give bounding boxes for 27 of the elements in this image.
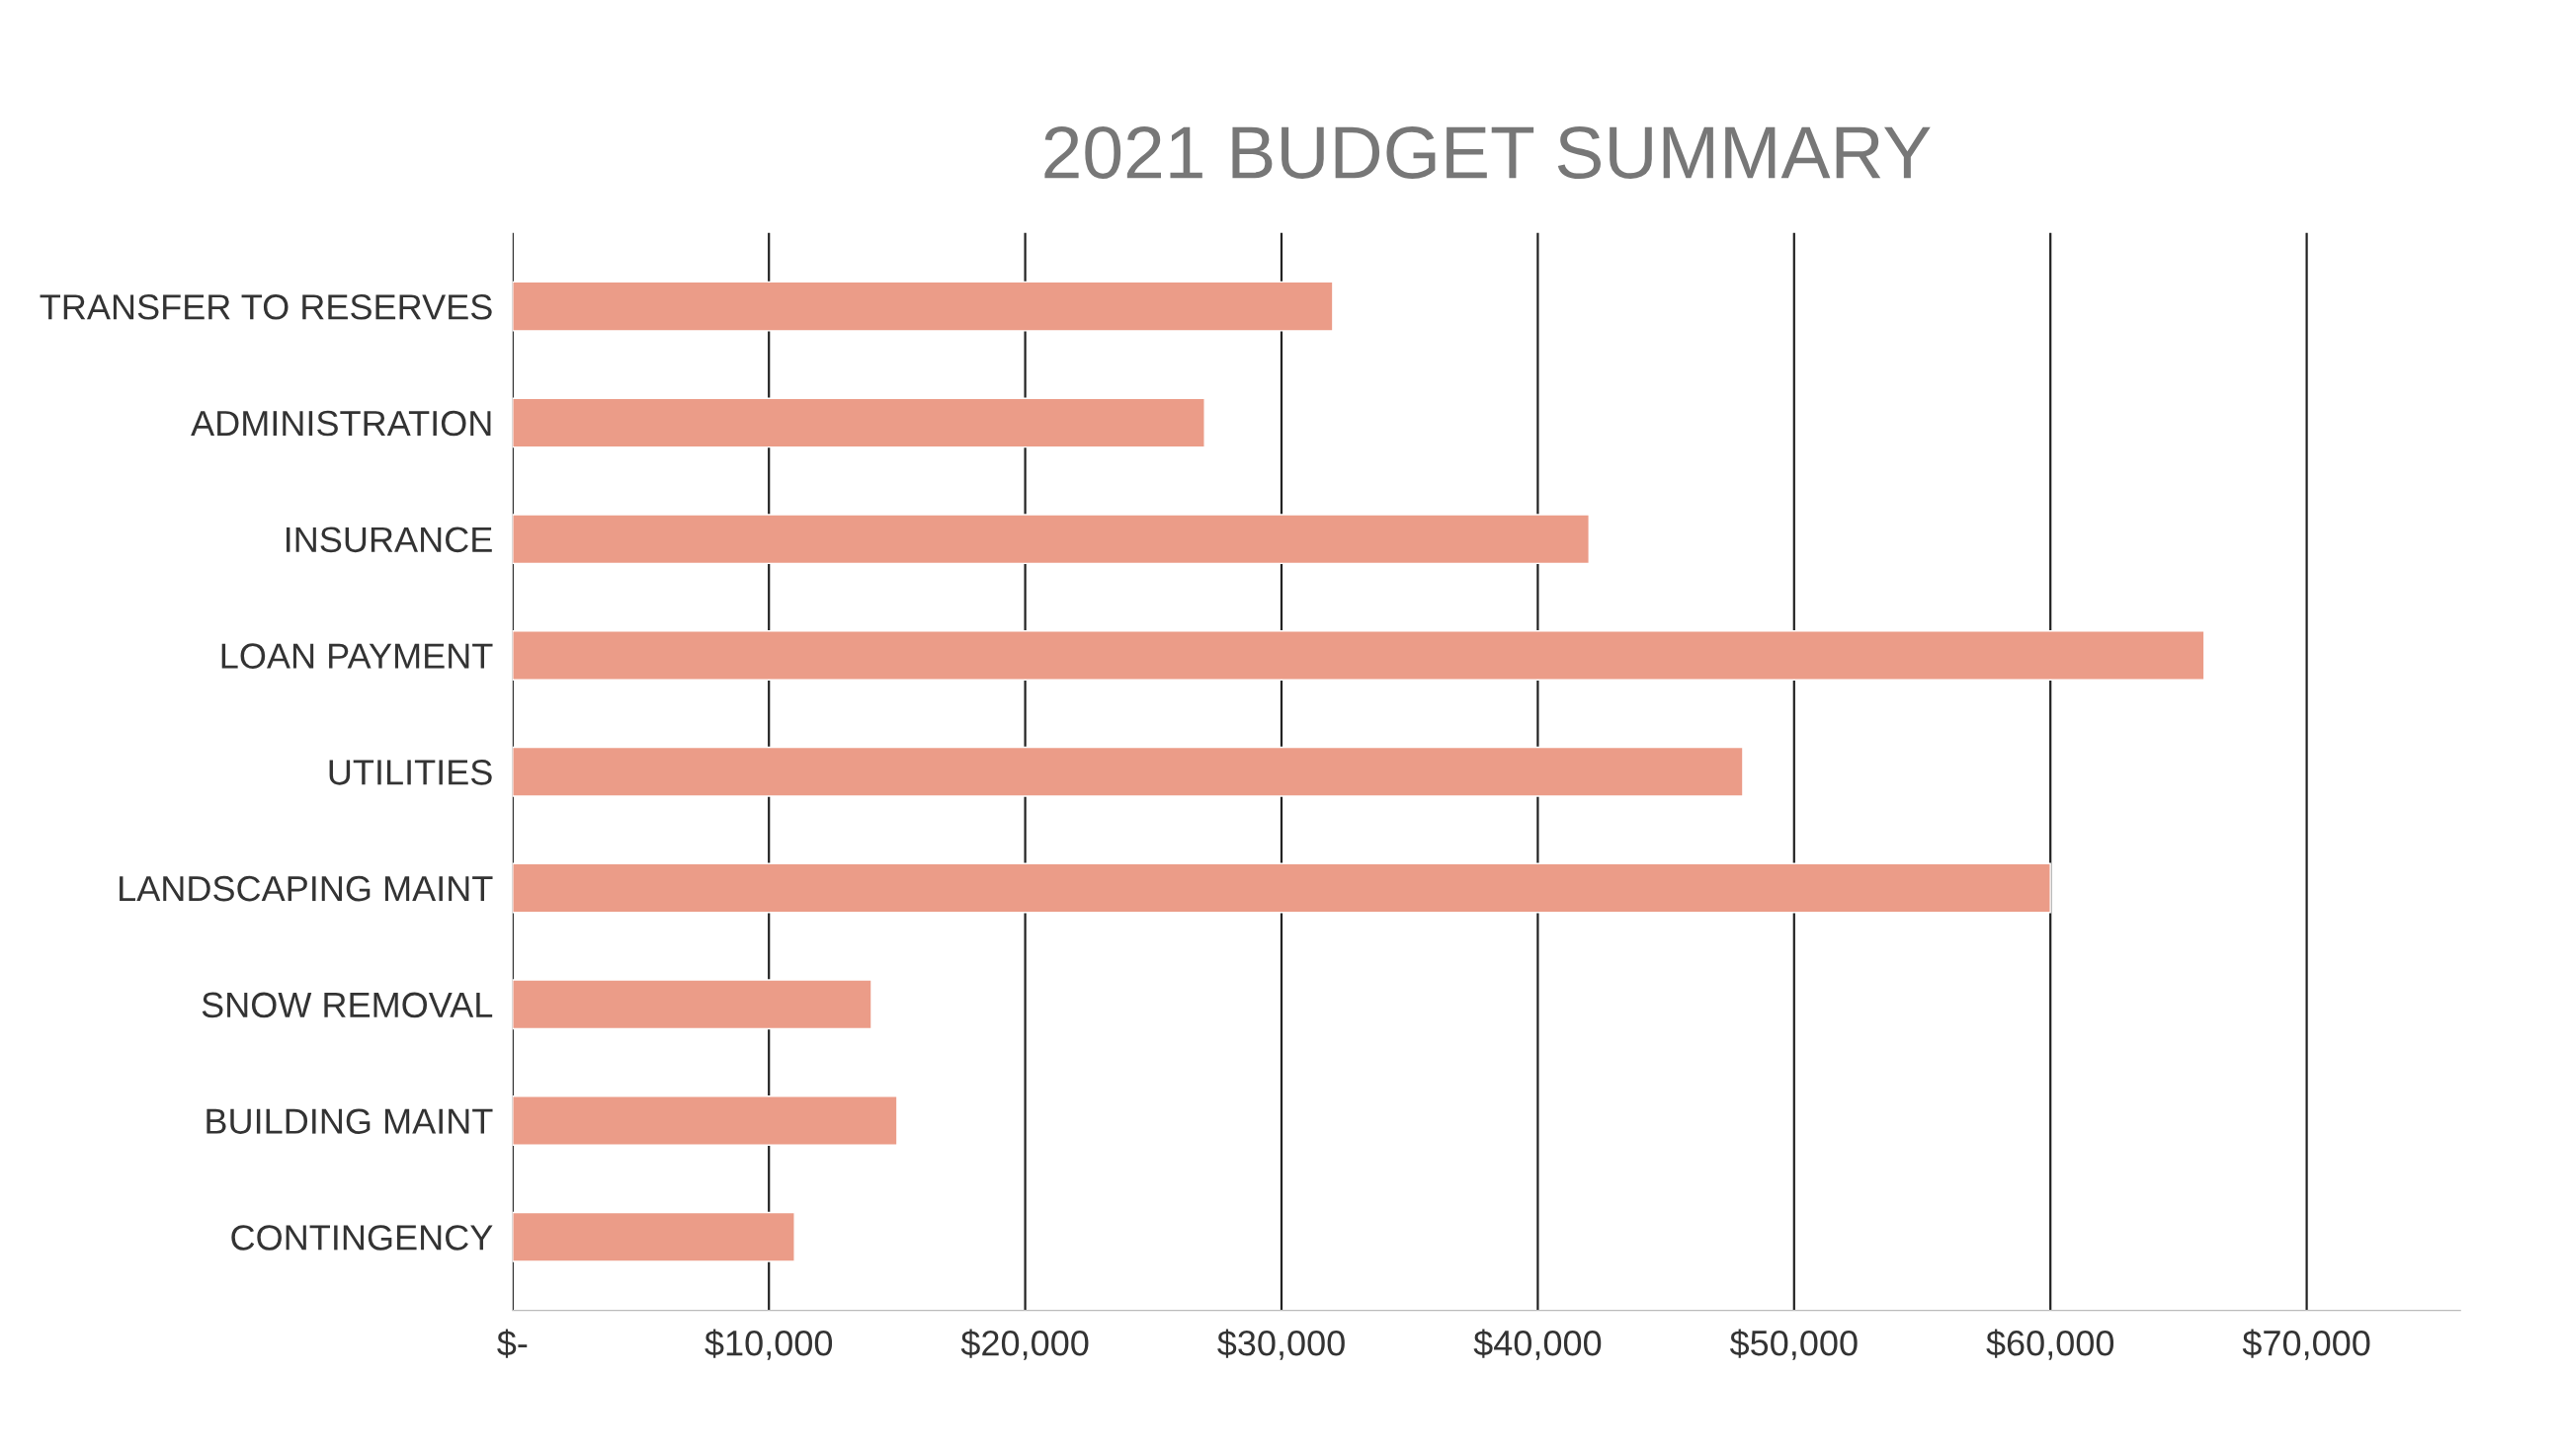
x-tick-label: $-: [497, 1329, 528, 1358]
y-tick-label: CONTINGENCY: [231, 1225, 493, 1251]
x-tick-label: $60,000: [1986, 1329, 2114, 1360]
bar: [512, 281, 1334, 332]
y-tick-label: LANDSCAPING MAINT: [120, 875, 493, 902]
x-tick-label: $20,000: [960, 1329, 1089, 1360]
chart-title: 2021 BUDGET SUMMARY: [1044, 125, 1931, 180]
y-tick-label: INSURANCE: [287, 526, 492, 553]
y-tick-label: TRANSFER TO RESERVES: [40, 294, 492, 320]
y-tick-label: UTILITIES: [329, 760, 492, 785]
bar: [512, 397, 1205, 448]
y-tick-label: ADMINISTRATION: [191, 410, 491, 437]
bar: [512, 979, 872, 1030]
bar: [512, 746, 1744, 797]
x-tick-label: $10,000: [704, 1329, 833, 1360]
bar: [512, 514, 1590, 565]
bar: [512, 1095, 898, 1146]
bar: [512, 630, 2205, 681]
y-tick-label: LOAN PAYMENT: [221, 643, 493, 669]
bar: [512, 862, 2051, 914]
y-tick-label: BUILDING MAINT: [207, 1108, 493, 1134]
y-tick-label: SNOW REMOVAL: [202, 992, 493, 1018]
bar: [512, 1211, 795, 1262]
x-tick-label: $70,000: [2242, 1329, 2370, 1360]
x-tick-label: $40,000: [1473, 1329, 1602, 1360]
x-tick-label: $30,000: [1217, 1329, 1345, 1360]
x-tick-label: $50,000: [1729, 1329, 1858, 1360]
